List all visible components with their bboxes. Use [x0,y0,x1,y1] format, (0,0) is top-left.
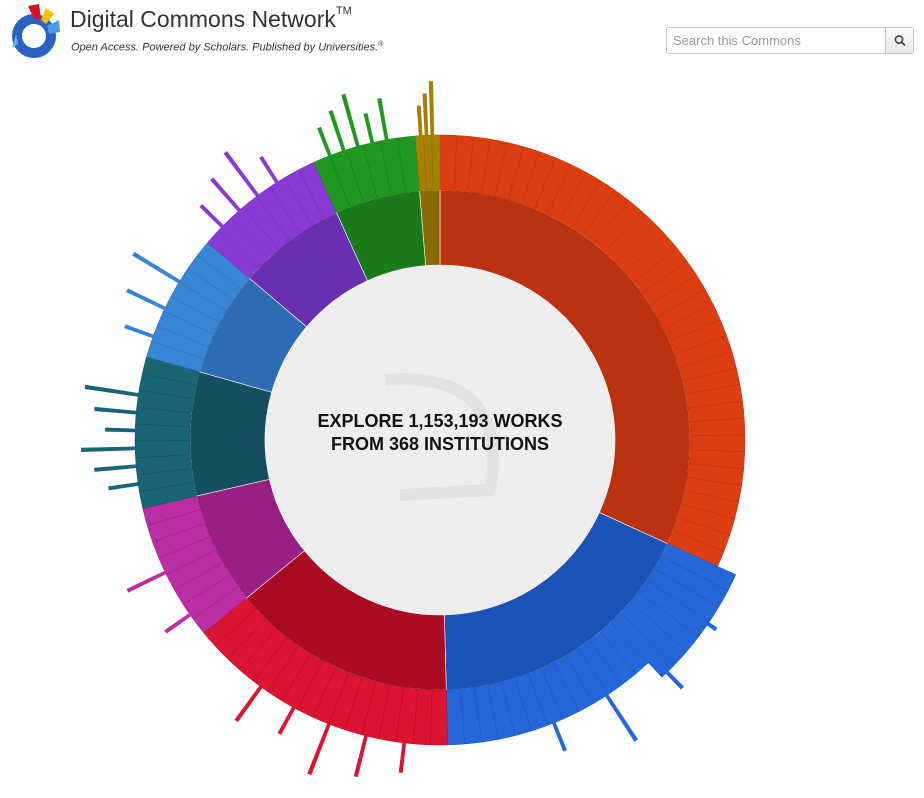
outlier-spike[interactable] [126,570,167,593]
search-box [666,27,914,54]
outlier-spike[interactable] [552,722,567,752]
outlier-spike[interactable] [81,446,136,453]
outlier-spike[interactable] [105,427,136,433]
outer-ring-segment[interactable] [430,689,448,746]
outlier-spike[interactable] [341,93,360,147]
outlier-spike[interactable] [94,406,137,415]
site-title-text[interactable]: Digital Commons Network [70,6,336,32]
institutions-count-text[interactable]: FROM 368 INSTITUTIONS [330,434,550,454]
center-disc[interactable] [265,265,615,615]
search-input[interactable] [667,28,885,53]
sunburst-svg [81,81,746,778]
outlier-spike[interactable] [416,105,423,136]
outlier-spike[interactable] [353,735,368,778]
outlier-spike[interactable] [164,613,192,634]
sunburst-chart: EXPLORE 1,153,193 WORKS FROM 368 INSTITU… [0,80,924,798]
outlier-spike[interactable] [132,251,181,284]
site-tagline: Open Access. Powered by Scholars. Publis… [71,41,383,54]
outlier-spike[interactable] [398,742,407,773]
registered-mark: ® [378,41,384,48]
outlier-spike[interactable] [199,203,224,228]
header: Digital Commons NetworkTM Open Access. P… [0,0,924,70]
outlier-spike[interactable] [363,112,374,144]
search-button[interactable] [885,28,913,53]
outlier-spike[interactable] [690,610,718,632]
outlier-spike[interactable] [277,706,296,735]
outer-ring-segment[interactable] [689,434,746,453]
center-watermark-icon [384,373,499,501]
explore-summary[interactable]: EXPLORE 1,153,193 WORKS FROM 368 INSTITU… [290,410,590,456]
outlier-spike[interactable] [210,177,241,212]
tagline-text: Open Access. Powered by Scholars. Publis… [71,41,379,54]
outlier-spike[interactable] [605,694,639,742]
outlier-spike[interactable] [234,685,263,723]
search-icon [894,35,906,46]
outlier-spike[interactable] [317,126,332,157]
outer-ring-segment[interactable] [134,440,191,459]
site-title[interactable]: Digital Commons NetworkTM [70,5,352,33]
outlier-spike[interactable] [307,723,331,776]
outlier-spike[interactable] [428,81,435,136]
outlier-spike[interactable] [422,93,429,136]
outlier-spike[interactable] [377,97,389,141]
digital-commons-logo-icon[interactable] [8,4,64,60]
works-count-text[interactable]: EXPLORE 1,153,193 WORKS [317,411,563,431]
outlier-spike[interactable] [126,288,166,311]
outlier-spike[interactable] [124,324,154,339]
outlier-spike[interactable] [259,155,279,184]
outlier-spike[interactable] [94,464,137,472]
outlier-spike[interactable] [108,482,139,491]
outlier-spike[interactable] [328,110,346,152]
outlier-spike[interactable] [84,384,139,397]
inner-ring-segment[interactable] [189,371,273,497]
trademark-mark: TM [335,5,352,18]
outlier-spike[interactable] [651,656,685,690]
outer-ring-segment[interactable] [431,134,441,191]
outlier-spike[interactable] [223,151,260,197]
